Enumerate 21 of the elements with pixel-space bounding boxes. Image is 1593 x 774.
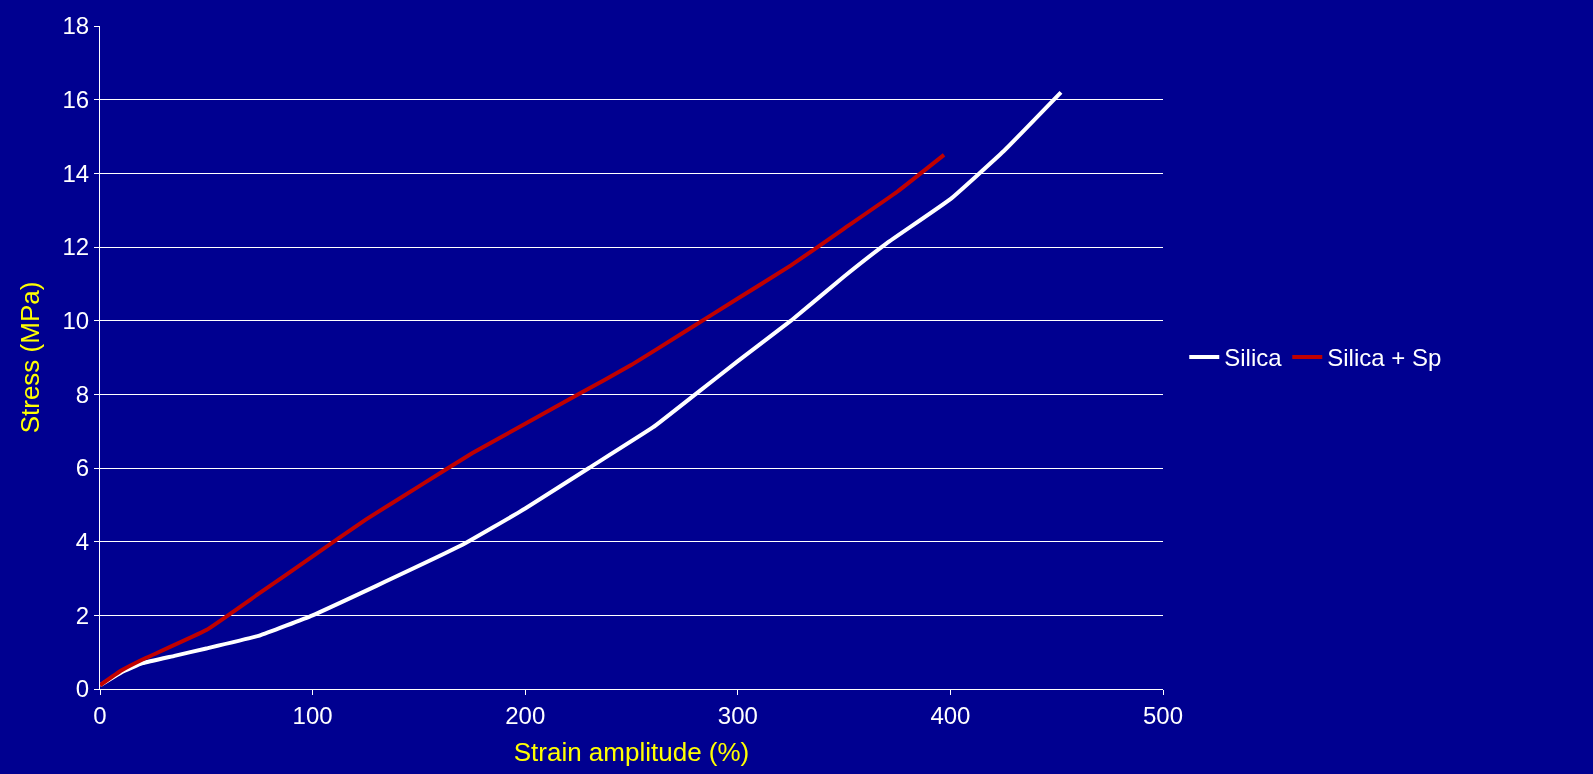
y-axis-title: Stress (MPa) — [14, 281, 45, 434]
y-tick-label: 2 — [75, 601, 90, 629]
x-tick-label: 500 — [1142, 701, 1184, 729]
y-tick-label: 18 — [62, 12, 90, 40]
y-tick-label: 10 — [62, 307, 90, 335]
legend-label: Silica + Sp — [1327, 344, 1442, 372]
y-tick-label: 0 — [75, 675, 90, 703]
y-tick-label: 14 — [62, 159, 90, 187]
x-tick-label: 100 — [292, 701, 333, 729]
x-tick-label: 200 — [505, 701, 546, 729]
x-tick-label: 400 — [930, 701, 971, 729]
y-tick-label: 12 — [62, 233, 90, 261]
x-axis-title: Strain amplitude (%) — [513, 737, 750, 768]
line-series — [100, 152, 947, 688]
y-tick-label: 16 — [62, 86, 90, 114]
x-tick-label: 300 — [717, 701, 758, 729]
y-tick-label: 4 — [75, 528, 90, 556]
legend-label: Silica — [1224, 344, 1283, 372]
y-tick-label: 8 — [75, 380, 90, 408]
x-tick-label: 0 — [93, 701, 107, 729]
y-tick-label: 6 — [75, 454, 90, 482]
